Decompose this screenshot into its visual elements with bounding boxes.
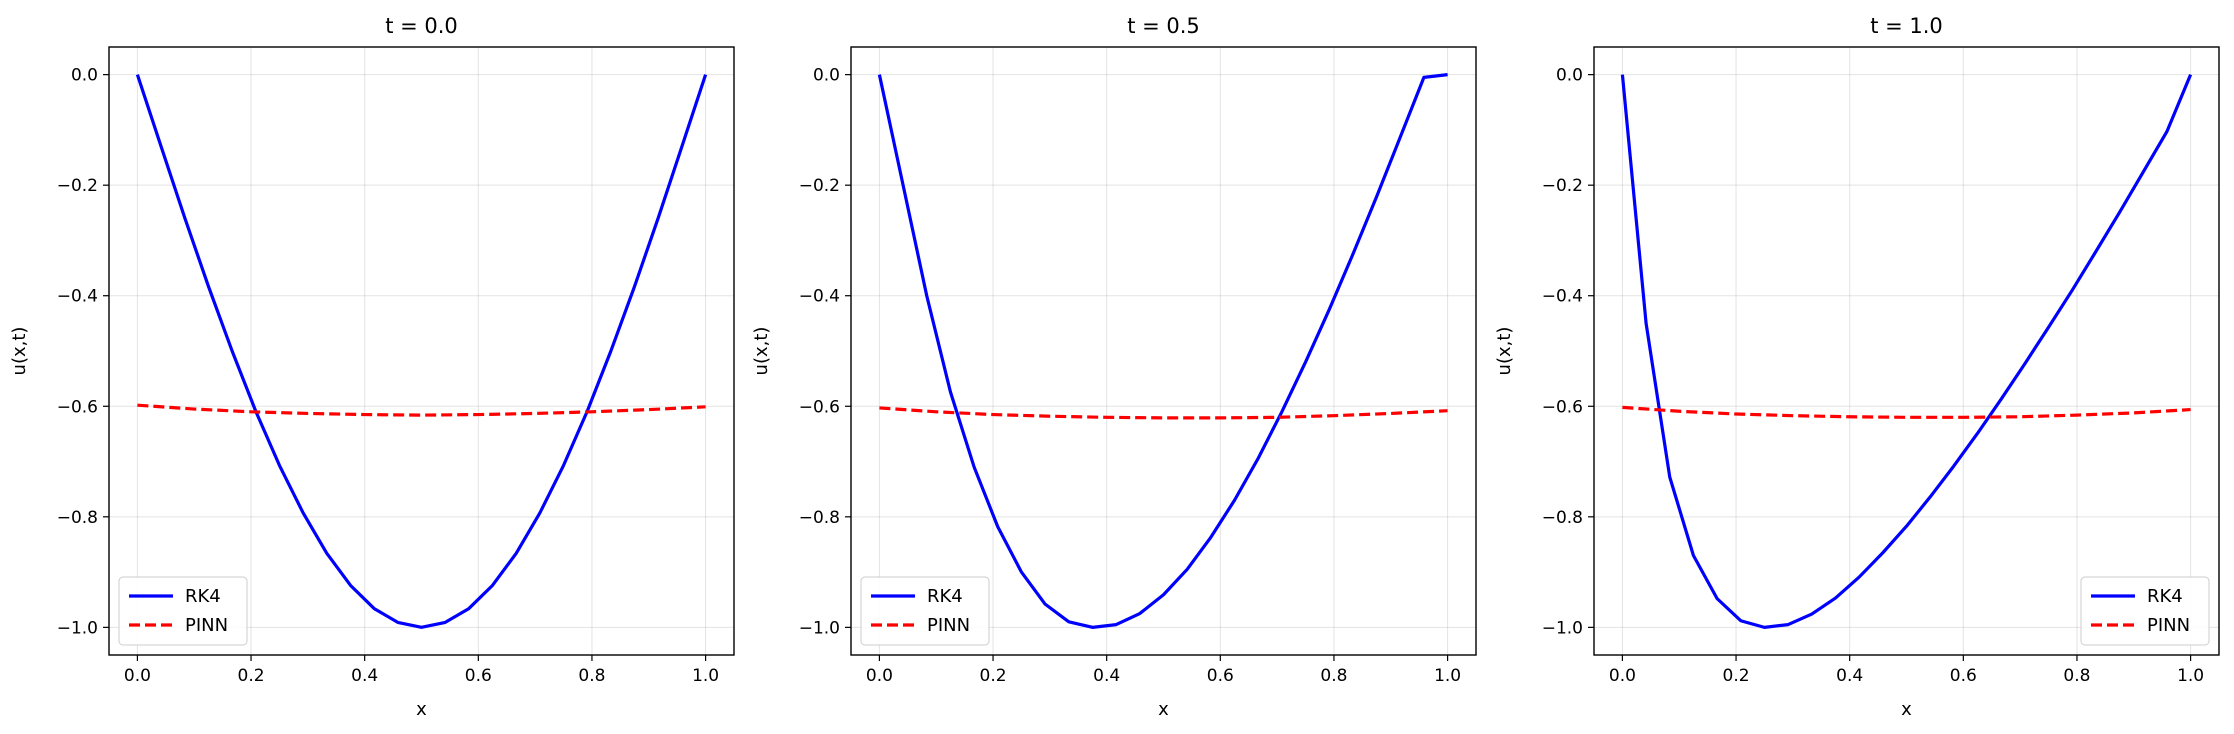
subplot-2: 0.0 0.2 0.4 0.6 0.8 1.0 0.0 −0.2 −0.4 −0.6 −0.8 −1.…	[751, 14, 1477, 720]
legend-label: PINN	[185, 615, 228, 636]
y-tick-label: 0.0	[71, 66, 98, 86]
x-tick-label: 0.4	[1836, 666, 1863, 686]
y-tick-label: −0.8	[57, 508, 98, 528]
x-tick-label: 0.6	[465, 666, 492, 686]
subplot-title: t = 0.5	[1127, 14, 1200, 38]
x-tick-label: 0.8	[578, 666, 605, 686]
axes-frame	[850, 46, 1477, 656]
y-tick-label: −0.2	[57, 176, 98, 196]
y-tick-label: −0.2	[799, 176, 840, 196]
x-axis-label: x	[1901, 699, 1912, 720]
series-line-pinn	[1622, 405, 2191, 419]
y-tick-label: −1.0	[1542, 618, 1583, 638]
legend-label: RK4	[185, 586, 221, 607]
x-tick-label: 0.8	[2063, 666, 2090, 686]
y-tick-label: −0.8	[799, 508, 840, 528]
y-tick-label: −0.4	[1542, 287, 1583, 307]
legend: RK4 PINN	[2080, 576, 2210, 646]
x-tick-label: 0.4	[351, 666, 378, 686]
x-tick-label: 1.0	[692, 666, 719, 686]
x-tick-label: 0.6	[1950, 666, 1977, 686]
y-tick-label: −1.0	[57, 618, 98, 638]
axes-frame	[1593, 46, 2220, 656]
subplot-3: 0.0 0.2 0.4 0.6 0.8 1.0 0.0 −0.2 −0.4 −0.6 −0.8 −1.…	[1494, 14, 2220, 720]
x-tick-label: 0.6	[1207, 666, 1234, 686]
x-tick-label: 0.0	[1609, 666, 1636, 686]
x-tick-label: 1.0	[2177, 666, 2204, 686]
series-line-pinn	[879, 406, 1448, 420]
series-line-rk4	[877, 73, 1448, 629]
legend-box	[860, 576, 990, 646]
y-tick-label: 0.0	[813, 66, 840, 86]
x-tick-label: 0.4	[1093, 666, 1120, 686]
legend-box	[2080, 576, 2210, 646]
y-tick-label: −0.6	[57, 397, 98, 417]
y-tick-label: 0.0	[1556, 66, 1583, 86]
legend-label: PINN	[927, 615, 970, 636]
y-tick-label: −0.4	[57, 287, 98, 307]
legend-label: PINN	[2147, 615, 2190, 636]
x-axis-label: x	[1158, 699, 1169, 720]
y-tick-label: −0.8	[1542, 508, 1583, 528]
legend: RK4 PINN	[118, 576, 248, 646]
subplot-1: 0.0 0.2 0.4 0.6 0.8 1.0 0.0 −0.2 −0.4 −0.6 −0.8 −1.…	[9, 14, 735, 720]
x-tick-label: 0.2	[1723, 666, 1750, 686]
y-axis-label: u(x,t)	[1494, 327, 1515, 376]
y-axis-label: u(x,t)	[751, 327, 772, 376]
y-tick-label: −1.0	[799, 618, 840, 638]
series-line-rk4	[135, 74, 708, 629]
legend-label: RK4	[2147, 586, 2183, 607]
legend-box	[118, 576, 248, 646]
subplot-title: t = 0.0	[385, 14, 458, 38]
y-tick-label: −0.6	[1542, 397, 1583, 417]
series-line-pinn	[137, 403, 706, 417]
axes-frame	[108, 46, 735, 656]
series-line-rk4	[1620, 74, 2193, 629]
x-tick-label: 0.0	[124, 666, 151, 686]
x-tick-label: 1.0	[1434, 666, 1461, 686]
y-tick-label: −0.4	[799, 287, 840, 307]
legend: RK4 PINN	[860, 576, 990, 646]
x-axis-label: x	[416, 699, 427, 720]
x-tick-label: 0.0	[866, 666, 893, 686]
x-tick-label: 0.2	[238, 666, 265, 686]
y-tick-label: −0.6	[799, 397, 840, 417]
subplot-title: t = 1.0	[1870, 14, 1943, 38]
x-tick-label: 0.2	[980, 666, 1007, 686]
y-axis-label: u(x,t)	[9, 327, 30, 376]
x-tick-label: 0.8	[1320, 666, 1347, 686]
legend-label: RK4	[927, 586, 963, 607]
y-tick-label: −0.2	[1542, 176, 1583, 196]
